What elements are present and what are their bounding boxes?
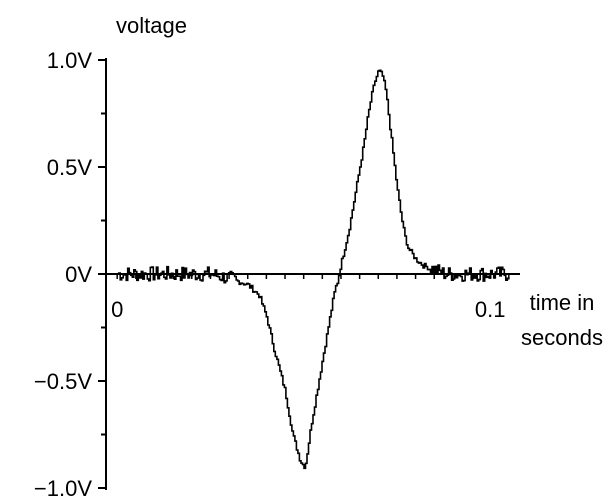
y-tick-label: −1.0V (34, 476, 92, 501)
y-tick-label: −0.5V (34, 369, 92, 394)
ticks: 1.0V 0.5V 0V −0.5V −1.0V 0 0.1 (34, 48, 510, 501)
x-tick-label: 0 (111, 297, 123, 322)
x-axis-label-line-1: time in (530, 290, 595, 315)
x-tick-label: 0.1 (475, 297, 506, 322)
x-axis-label-line-2: seconds (521, 325, 603, 350)
y-tick-label: 1.0V (47, 48, 93, 73)
y-tick-label: 0.5V (47, 155, 93, 180)
y-tick-label: 0V (65, 262, 92, 287)
series-group (117, 69, 510, 470)
series-line (117, 69, 510, 470)
y-axis-label: voltage (116, 13, 187, 38)
